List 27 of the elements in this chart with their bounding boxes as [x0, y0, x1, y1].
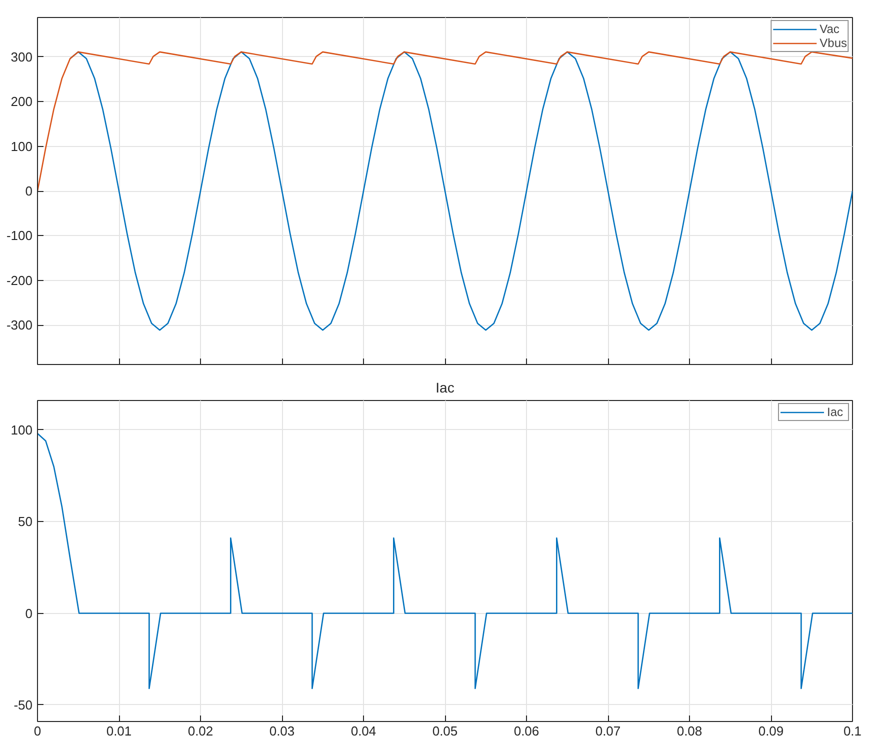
x-tick-label: 0.04 [350, 724, 376, 738]
x-tick-label: 0.06 [514, 724, 540, 738]
line-series [38, 432, 852, 690]
x-tick-label: 0.02 [188, 724, 214, 738]
line-series [38, 51, 852, 192]
chart-title: Iac [436, 380, 454, 396]
y-tick-label: 0 [25, 184, 33, 198]
y-tick-label: -100 [6, 228, 33, 244]
legend-label: Vbus [820, 36, 847, 50]
x-tick-label: 0.01 [106, 724, 132, 738]
y-tick-label: 200 [10, 94, 33, 110]
y-tick-label: 100 [10, 422, 33, 438]
y-tick-label: -200 [6, 272, 33, 288]
x-tick-label: 0.07 [595, 724, 621, 738]
y-tick-label: 50 [18, 514, 33, 530]
legend-label: Iac [827, 405, 844, 419]
x-tick-label: 0.03 [269, 724, 295, 738]
y-tick-label: 300 [10, 49, 33, 64]
x-tick-label: 0.08 [676, 724, 702, 738]
legend-label: Vac [820, 22, 840, 36]
x-tick-label: 0.05 [432, 724, 458, 738]
x-tick-label: 0.1 [843, 724, 862, 738]
y-tick-label: -50 [14, 697, 33, 712]
y-tick-label: -300 [6, 318, 33, 333]
x-tick-label: 0.09 [758, 724, 784, 738]
y-tick-label: 0 [25, 606, 33, 621]
y-tick-label: 100 [10, 138, 33, 154]
